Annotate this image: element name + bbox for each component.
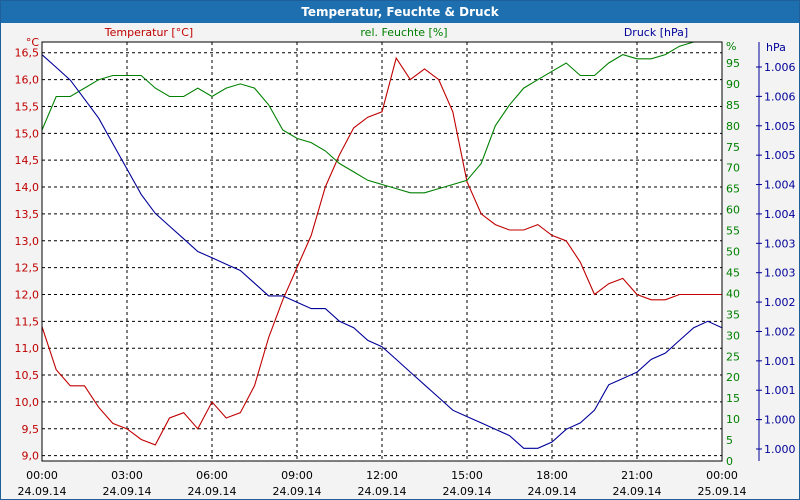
window-title: Temperatur, Feuchte & Druck: [1, 1, 799, 23]
y-tick-label-temperature: 15,5: [15, 100, 40, 113]
y-unit-pressure: hPa: [766, 41, 786, 54]
y-tick-label-pressure: 1.001: [764, 384, 796, 397]
y-tick-label-temperature: 12,5: [15, 262, 40, 275]
y-tick-label-humidity: 80: [726, 120, 740, 133]
y-tick-label-humidity: 85: [726, 99, 740, 112]
y-tick-label-pressure: 1.002: [764, 325, 796, 338]
y-tick-label-temperature: 10,5: [15, 369, 40, 382]
y-tick-label-humidity: 55: [726, 225, 740, 238]
y-tick-label-temperature: 10,0: [15, 396, 40, 409]
y-unit-temperature: °C: [26, 36, 40, 49]
y-tick-label-humidity: 10: [726, 413, 740, 426]
y-tick-label-temperature: 9,5: [22, 423, 40, 436]
series-line-temperature: [41, 56, 722, 446]
y-tick-label-humidity: 35: [726, 308, 740, 321]
y-tick-label-humidity: 65: [726, 183, 740, 196]
y-tick-label-pressure: 1.002: [764, 296, 796, 309]
y-tick-label-pressure: 1.005: [764, 120, 796, 133]
y-tick-label-pressure: 1.005: [764, 149, 796, 162]
y-tick-label-temperature: 13,5: [15, 208, 40, 221]
y-tick-label-humidity: 25: [726, 350, 740, 363]
y-tick-label-humidity: 95: [726, 57, 740, 70]
y-tick-label-temperature: 11,0: [15, 342, 40, 355]
y-tick-label-temperature: 16,5: [15, 47, 40, 60]
axis-title-temperature: Temperatur [°C]: [104, 26, 193, 39]
y-tick-label-temperature: 14,5: [15, 154, 40, 167]
y-tick-label-humidity: 20: [726, 371, 740, 384]
y-tick-label-pressure: 1.004: [764, 179, 796, 192]
y-tick-label-humidity: 40: [726, 287, 740, 300]
x-tick-label-time: 12:00: [366, 469, 398, 482]
y-tick-label-humidity: 30: [726, 329, 740, 342]
x-tick-label-date: 24.09.14: [358, 485, 407, 498]
y-tick-label-temperature: 15,0: [15, 127, 40, 140]
y-tick-label-humidity: 70: [726, 162, 740, 175]
y-tick-label-humidity: 15: [726, 392, 740, 405]
x-tick-label-time: 09:00: [281, 469, 313, 482]
x-tick-label-time: 21:00: [621, 469, 653, 482]
axis-title-pressure: Druck [hPa]: [624, 26, 688, 39]
x-tick-label-time: 00:00: [706, 469, 738, 482]
x-tick-label-date: 24.09.14: [613, 485, 662, 498]
y-tick-label-temperature: 16,0: [15, 74, 40, 87]
y-tick-label-pressure: 1.000: [764, 443, 796, 456]
x-tick-label-time: 06:00: [196, 469, 228, 482]
x-tick-label-time: 00:00: [26, 469, 58, 482]
y-tick-label-temperature: 13,0: [15, 235, 40, 248]
y-tick-label-temperature: 11,5: [15, 315, 40, 328]
x-tick-label-date: 24.09.14: [443, 485, 492, 498]
x-tick-label-date: 24.09.14: [103, 485, 152, 498]
y-tick-label-temperature: 12,0: [15, 288, 40, 301]
y-tick-label-humidity: 90: [726, 78, 740, 91]
x-tick-label-date: 24.09.14: [188, 485, 237, 498]
y-tick-label-humidity: 75: [726, 141, 740, 154]
x-tick-label-date: 24.09.14: [528, 485, 577, 498]
y-tick-label-humidity: 45: [726, 266, 740, 279]
y-tick-label-humidity: 5: [726, 434, 733, 447]
x-tick-label-time: 03:00: [111, 469, 143, 482]
x-tick-label-date: 24.09.14: [273, 485, 322, 498]
y-tick-label-pressure: 1.001: [764, 355, 796, 368]
y-tick-label-temperature: 14,0: [15, 181, 40, 194]
y-tick-label-pressure: 1.000: [764, 414, 796, 427]
y-unit-humidity: %: [726, 40, 736, 53]
y-tick-label-pressure: 1.006: [764, 90, 796, 103]
y-tick-label-humidity: 50: [726, 246, 740, 259]
series-line-pressure: [41, 54, 723, 449]
x-tick-label-time: 15:00: [451, 469, 483, 482]
y-tick-label-humidity: 0: [726, 455, 733, 468]
plot-frame: [41, 41, 723, 462]
y-tick-label-humidity: 60: [726, 204, 740, 217]
x-tick-label-date: 25.09.14: [698, 485, 747, 498]
y-tick-label-pressure: 1.006: [764, 61, 796, 74]
y-tick-label-pressure: 1.003: [764, 237, 796, 250]
y-tick-label-pressure: 1.003: [764, 267, 796, 280]
x-tick-label-time: 18:00: [536, 469, 568, 482]
y-tick-label-pressure: 1.004: [764, 208, 796, 221]
y-tick-label-temperature: 9,0: [22, 450, 40, 463]
x-tick-label-date: 24.09.14: [18, 485, 67, 498]
axis-title-humidity: rel. Feuchte [%]: [360, 26, 447, 39]
series-line-humidity: [41, 41, 722, 194]
